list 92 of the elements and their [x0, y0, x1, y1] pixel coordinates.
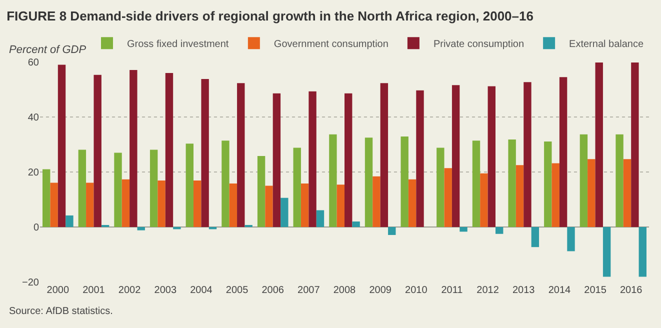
x-tick-label: 2001	[82, 285, 106, 296]
bar	[42, 169, 50, 227]
bar	[222, 140, 230, 227]
bar	[400, 136, 408, 227]
y-tick-label: 0	[33, 222, 40, 234]
bar	[336, 184, 344, 227]
bar	[158, 180, 166, 227]
bar	[638, 227, 646, 277]
bar	[50, 182, 58, 227]
bar	[122, 179, 130, 227]
bar	[316, 210, 324, 227]
legend-label: External balance	[569, 39, 644, 50]
bar	[408, 179, 416, 227]
bar	[623, 159, 632, 227]
bar	[616, 134, 624, 227]
source-note: Source: AfDB statistics.	[9, 306, 113, 317]
bar	[544, 141, 552, 227]
bar	[602, 227, 611, 277]
x-tick-label: 2007	[298, 285, 320, 296]
bar	[186, 144, 194, 227]
bar	[257, 156, 266, 227]
bar	[229, 184, 238, 227]
chart-title: FIGURE 8 Demand-side drivers of regional growth in the North Africa region, 2000–16	[6, 8, 534, 24]
bar	[416, 90, 424, 227]
bar	[364, 138, 373, 227]
x-tick-label: 2002	[118, 285, 142, 296]
bar	[595, 62, 603, 227]
y-tick-label: −20	[22, 278, 40, 288]
x-tick-label: 2015	[584, 285, 607, 296]
x-tick-label: 2004	[190, 285, 213, 296]
bar	[308, 91, 316, 227]
bar	[293, 148, 301, 227]
bar	[66, 215, 74, 227]
bar	[436, 148, 444, 227]
x-tick-label: 2011	[441, 285, 464, 296]
bar	[508, 140, 516, 227]
bar	[580, 134, 588, 227]
x-tick-label: 2003	[154, 285, 177, 296]
x-tick-label: 2014	[548, 285, 571, 296]
legend-label: Government consumption	[274, 39, 388, 50]
y-tick-label: 20	[28, 168, 40, 178]
x-tick-label: 2010	[405, 285, 428, 296]
bar	[137, 227, 145, 230]
bar	[352, 222, 360, 227]
x-tick-label: 2012	[476, 285, 500, 296]
bar	[201, 79, 209, 227]
bar	[388, 227, 396, 235]
bar	[444, 168, 452, 227]
bar	[531, 227, 540, 248]
bar	[372, 176, 380, 227]
bar	[265, 186, 273, 227]
bar	[552, 163, 560, 227]
bar	[344, 93, 352, 227]
x-tick-label: 2000	[46, 285, 70, 296]
bar	[380, 83, 388, 227]
y-axis-title: Percent of GDP	[9, 44, 87, 56]
bar	[86, 182, 94, 227]
legend-label: Private consumption	[433, 39, 524, 50]
bar	[300, 184, 309, 227]
bar	[280, 198, 288, 227]
x-tick-label: 2016	[620, 285, 643, 296]
bar	[194, 180, 202, 227]
bar	[130, 70, 138, 227]
bar	[496, 227, 504, 234]
x-tick-label: 2006	[262, 285, 284, 296]
bar	[516, 165, 524, 227]
y-tick-label: 40	[28, 112, 40, 124]
bar	[559, 77, 568, 227]
legend-label: Gross fixed investment	[127, 39, 229, 50]
bar	[78, 150, 86, 227]
bar	[631, 62, 639, 227]
bar	[237, 83, 245, 227]
bar	[460, 227, 468, 232]
x-tick-label: 2008	[333, 285, 356, 296]
bar	[150, 150, 158, 227]
bar	[480, 173, 488, 227]
bar	[452, 85, 460, 227]
x-tick-label: 2005	[226, 285, 249, 296]
bar	[524, 82, 532, 227]
bar	[272, 93, 281, 227]
bar	[165, 73, 174, 227]
bar	[567, 227, 575, 252]
y-tick-label: 60	[28, 58, 40, 68]
bar	[114, 152, 122, 227]
bar	[472, 140, 480, 227]
bar	[58, 64, 66, 227]
x-tick-label: 2009	[369, 285, 392, 296]
bar	[329, 134, 337, 227]
bar	[488, 86, 496, 227]
bar	[94, 74, 102, 227]
bar	[588, 159, 596, 227]
x-tick-label: 2013	[512, 285, 536, 296]
